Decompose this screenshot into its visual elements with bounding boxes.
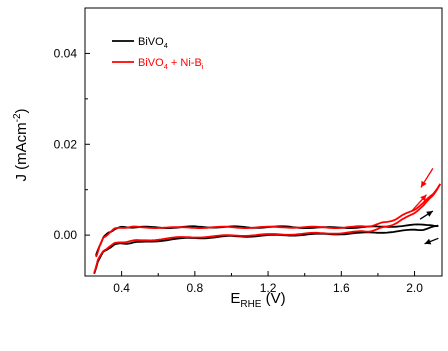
y-axis-label: J (mAcm-2) [12,108,30,181]
series-line-bivo4-nibi-reverse [95,183,441,258]
y-tick-label: 0.04 [54,46,78,60]
series-layer [93,183,441,274]
tick-layer: 0.4 0.8 1.2 1.6 2.0 0.00 0.02 0.04 [54,7,423,295]
reverse-arrow-red [420,168,434,188]
legend: BiVO4 BiVO4 + Ni-Bi [112,36,204,71]
series-line-bivo4-forward [93,224,439,274]
legend-label-bivo4: BiVO4 [138,36,168,50]
x-tick-label: 1.2 [260,281,277,295]
x-tick-label: 1.6 [333,281,350,295]
series-line-bivo4-nibi-forward [93,183,441,273]
y-tick-label: 0.02 [54,137,78,151]
y-tick-label: 0.00 [54,228,78,242]
x-tick-label: 0.4 [113,281,130,295]
x-axis-label: ERHE (V) [230,290,285,310]
forward-arrow-red [411,194,427,212]
arrow-layer [411,168,439,245]
forward-arrow-black [419,210,434,220]
legend-label-bivo4-nibi: BiVO4 + Ni-Bi [138,57,204,71]
x-tick-label: 0.8 [187,281,204,295]
plot-frame [84,7,443,277]
x-tick-label: 2.0 [406,281,423,295]
reverse-arrow-black [424,237,439,245]
